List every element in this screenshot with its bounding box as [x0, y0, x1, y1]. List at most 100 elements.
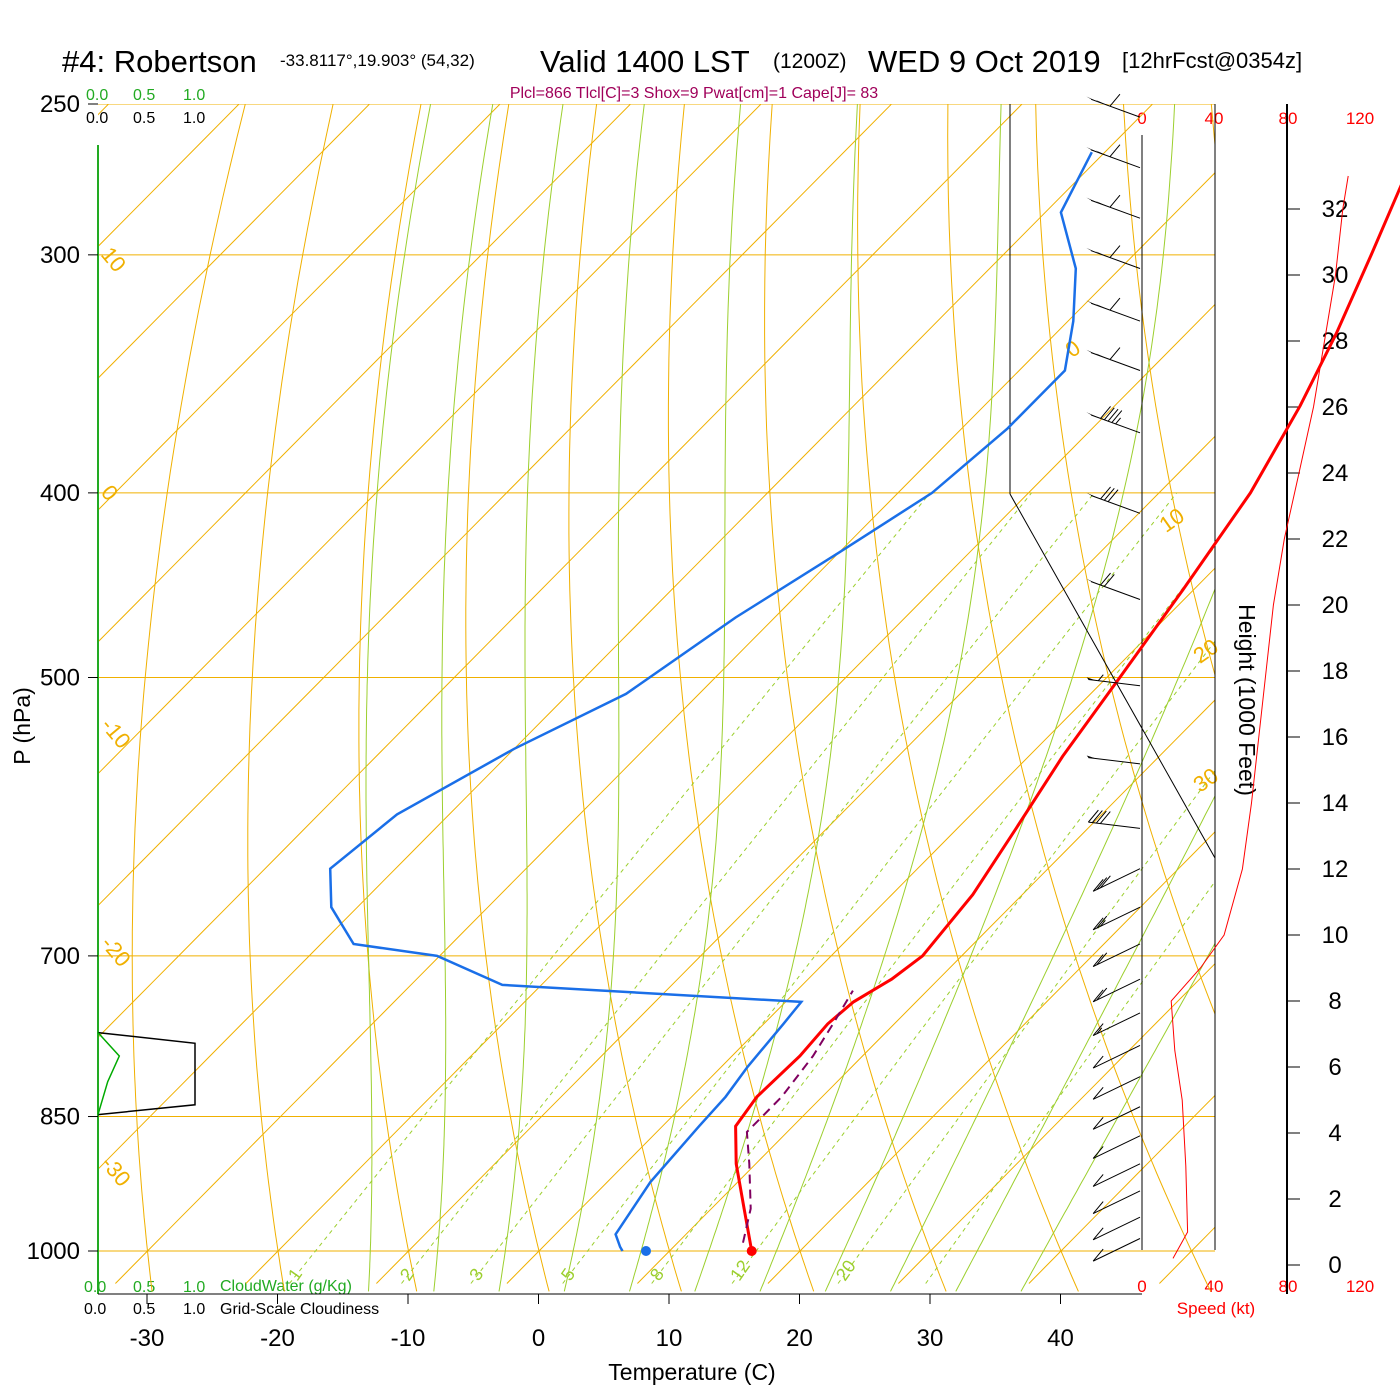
height-tick-label: 2 [1328, 1186, 1341, 1213]
wind-barb [1092, 906, 1141, 931]
wind-barb-staff [1092, 1190, 1141, 1215]
wind-barb [1092, 1190, 1141, 1215]
wind-barb-flag [1095, 200, 1109, 207]
wind-barb [1092, 1238, 1141, 1262]
isotherm-line [115, 172, 1215, 1284]
mixing-ratio-label: 20 [832, 1256, 860, 1284]
y-axis-label: P (hPa) [9, 687, 35, 765]
wind-barb [1092, 868, 1141, 892]
wind-barb-staff [1090, 495, 1141, 514]
wind-barb-feather [1092, 989, 1104, 1003]
wind-barb [1092, 1135, 1141, 1159]
wind-barb-feather [1100, 486, 1111, 500]
wind-barb-flag [1095, 99, 1109, 106]
wind-barb-feather [1095, 810, 1107, 824]
wind-barb-flag [1086, 247, 1099, 254]
wind-barb-staff [1088, 757, 1141, 765]
wind-barb-feather [1109, 144, 1121, 158]
wind-barb-feather [1109, 93, 1121, 107]
moist-adiabat-line [759, 104, 1002, 1292]
x-tick-label: 10 [656, 1325, 683, 1352]
valid-time: Valid 1400 LST [540, 44, 750, 79]
cloudwater-tick: 0.5 [133, 87, 155, 104]
isotherm-label: -20 [96, 931, 136, 971]
cloudiness-profile-line [97, 1031, 196, 1116]
dry-adiabat-line [947, 104, 1212, 1292]
isotherm-line [0, 70, 12, 1283]
wind-barb-flag [1095, 150, 1109, 157]
wind-barb-feather [1107, 408, 1119, 422]
cloudiness-tick: 1.0 [183, 1301, 205, 1318]
wind-barb [1086, 194, 1141, 219]
cloudwater-scale-bottom: 0.0 0.5 1.0 CloudWater (g/Kg) 0.0 0.5 1.… [84, 1278, 379, 1318]
cloudiness-label: Grid-Scale Cloudiness [220, 1301, 379, 1318]
wind-barb [1092, 978, 1141, 1003]
cloudiness-tick: 0.5 [133, 110, 155, 127]
wind-barb-feather [1099, 875, 1111, 889]
wind-barb [1087, 809, 1141, 829]
mixing-ratio-label: 5 [557, 1265, 579, 1285]
wind-barb-feather [1103, 407, 1115, 421]
dry-adiabat-line [247, 104, 334, 1292]
wind-barb-staff [1092, 1044, 1141, 1069]
wind-barb-staff [1088, 679, 1141, 687]
wind-barb-staff [1092, 1076, 1141, 1100]
height-axis-label: Height (1000 Feet) [1234, 604, 1260, 796]
wind-barb [1086, 347, 1141, 371]
isotherm-line [98, 104, 893, 907]
sounding-profiles [328, 151, 1400, 1256]
height-tick-label: 6 [1328, 1054, 1341, 1081]
isotherm-line [98, 104, 1023, 1039]
surface-dewpoint-marker [641, 1246, 652, 1256]
dry-adiabat-line [1122, 104, 1215, 677]
dry-adiabat-line [857, 104, 1079, 1292]
speed-tick: 40 [1205, 1277, 1224, 1296]
wind-barb-staff [1092, 1135, 1141, 1159]
height-tick-label: 26 [1322, 394, 1349, 421]
dry-adiabat-line [764, 104, 947, 1292]
cloudwater-tick: 1.0 [183, 87, 205, 104]
wind-barb-feather [1109, 194, 1121, 208]
moist-adiabat-line [890, 587, 1215, 1292]
wind-barb [1092, 1044, 1141, 1069]
forecast-run: [12hrFcst@0354z] [1122, 48, 1302, 73]
wind-barb-feather [1096, 915, 1108, 929]
wind-barb-feather [1107, 489, 1119, 502]
wind-barb-flag [1086, 677, 1097, 681]
wind-barb-feather [1099, 811, 1111, 824]
wind-barb [1086, 93, 1141, 118]
wind-barb [1092, 1012, 1141, 1037]
height-tick-label: 24 [1322, 460, 1349, 487]
cloudwater-scale-top: 0.0 0.5 1.0 0.0 0.5 1.0 [86, 87, 205, 127]
isotherm-line [98, 104, 762, 775]
wind-barb-flag [1086, 96, 1099, 103]
moist-adiabat-line [629, 104, 742, 1292]
temperature-profile-line [734, 184, 1400, 1252]
moist-adiabat-line [1020, 942, 1215, 1292]
height-tick-label: 10 [1322, 922, 1349, 949]
isotherm-label: -10 [96, 713, 136, 753]
skewt-diagonal-border [1009, 493, 1216, 859]
wind-barb-feather [1111, 410, 1123, 423]
cloudwater-tick: 0.5 [133, 1279, 155, 1296]
wind-barb-feather [1092, 1117, 1104, 1130]
isotherm-line [245, 303, 1215, 1284]
wind-speed-profile-line [1170, 175, 1349, 1259]
wind-barb-half-feather [1096, 1027, 1103, 1035]
moist-adiabat-line [694, 104, 858, 1292]
wind-barb-feather [1092, 1248, 1104, 1262]
wind-barb-feather [1109, 347, 1121, 360]
wind-barb [1086, 572, 1141, 600]
height-tick-label: 8 [1328, 988, 1341, 1015]
pressure-tick-label: 400 [40, 480, 80, 507]
wind-barb-staff [1088, 821, 1141, 829]
wind-barb [1092, 1216, 1141, 1241]
isotherm-line [506, 567, 1215, 1284]
wind-barb-staff [1092, 1106, 1141, 1130]
isotherm-label: -30 [96, 1151, 136, 1191]
height-tick-label: 16 [1322, 724, 1349, 751]
wind-barb-flag [1095, 303, 1109, 310]
wind-barb-half-feather [1115, 417, 1121, 425]
mixing-ratio-line [837, 769, 1215, 1284]
wind-barb-flag [1086, 412, 1099, 418]
